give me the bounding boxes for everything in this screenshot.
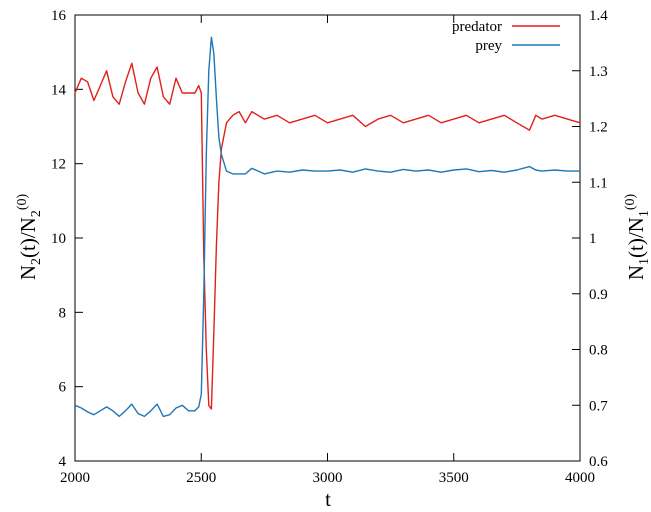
x-axis-title: t bbox=[325, 487, 331, 511]
y-right-tick-label: 1 bbox=[589, 231, 597, 247]
y-right-tick-label: 0.7 bbox=[589, 398, 608, 414]
legend-label-predator: predator bbox=[452, 19, 502, 35]
y-right-tick-label: 1.2 bbox=[589, 120, 608, 136]
y-right-tick-label: 1.3 bbox=[589, 64, 608, 80]
y-left-tick-label: 8 bbox=[59, 305, 67, 321]
legend-label-prey: prey bbox=[475, 38, 502, 54]
y-right-tick-label: 1.1 bbox=[589, 175, 608, 191]
y-left-tick-label: 14 bbox=[51, 82, 67, 98]
plot-frame bbox=[74, 14, 581, 462]
y-left-tick-label: 12 bbox=[51, 157, 66, 173]
y-right-tick-label: 0.8 bbox=[589, 343, 608, 359]
x-tick-label: 3000 bbox=[313, 470, 343, 486]
y-axis-right-title: N1(t)/N1(0) bbox=[623, 194, 651, 281]
y-right-tick-label: 0.9 bbox=[589, 287, 608, 303]
x-tick-label: 2500 bbox=[186, 470, 216, 486]
y-left-tick-label: 10 bbox=[51, 231, 66, 247]
y-left-tick-label: 4 bbox=[59, 454, 67, 470]
y-right-tick-label: 0.6 bbox=[589, 454, 608, 470]
x-tick-label: 2000 bbox=[60, 470, 90, 486]
y-right-tick-label: 1.4 bbox=[589, 8, 608, 24]
series-line-prey bbox=[74, 36, 580, 418]
y-left-tick-label: 6 bbox=[59, 380, 67, 396]
y-axis-left-title: N2(t)/N2(0) bbox=[15, 194, 44, 281]
x-tick-label: 3500 bbox=[439, 470, 469, 486]
x-tick-label: 4000 bbox=[565, 470, 595, 486]
series-line-predator bbox=[74, 62, 581, 410]
y-left-tick-label: 16 bbox=[51, 8, 67, 24]
